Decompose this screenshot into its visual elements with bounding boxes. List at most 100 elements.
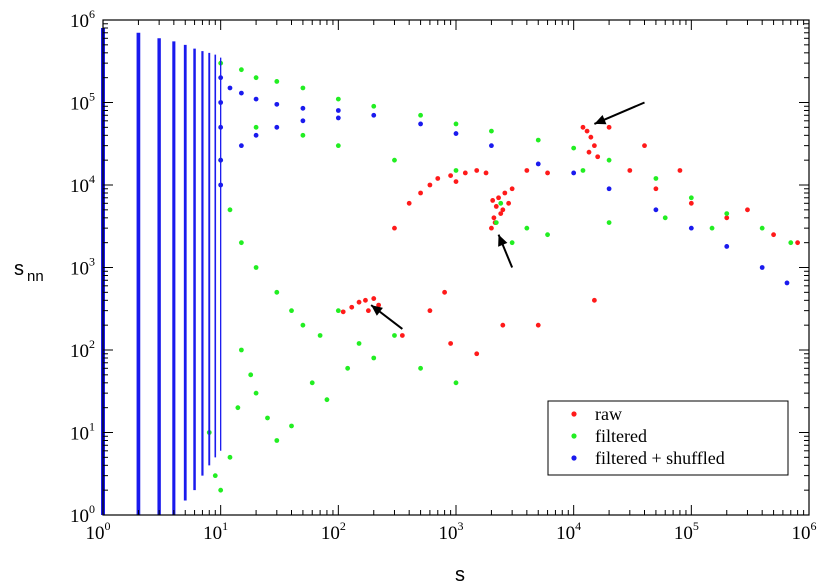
point-2-26 xyxy=(759,265,765,270)
point-1-34 xyxy=(335,143,341,149)
point-1-31 xyxy=(453,380,459,386)
point-1-27 xyxy=(356,341,362,346)
point-1-50 xyxy=(248,372,254,378)
point-1-5 xyxy=(335,96,341,102)
point-1-4 xyxy=(300,85,306,91)
point-0-36 xyxy=(627,168,633,173)
x-tick-label-3: 103 xyxy=(439,519,464,544)
legend-label-0: raw xyxy=(595,404,622,424)
point-0-22 xyxy=(586,149,592,155)
x-tick-label-1: 101 xyxy=(203,519,228,544)
point-0-16 xyxy=(500,207,506,213)
point-2-24 xyxy=(688,225,694,231)
point-0-17 xyxy=(506,200,512,206)
point-1-30 xyxy=(418,365,423,371)
point-0-28 xyxy=(483,170,489,176)
point-0-1 xyxy=(349,304,355,310)
point-1-44 xyxy=(345,365,351,371)
point-1-7 xyxy=(418,112,423,118)
y-tick-label-0: 100 xyxy=(70,502,95,527)
point-1-25 xyxy=(317,333,323,338)
x-tick-label-6: 106 xyxy=(792,519,817,544)
point-0-0 xyxy=(356,299,362,305)
point-0-23 xyxy=(595,154,601,160)
point-0-2 xyxy=(363,297,368,303)
point-2-27 xyxy=(784,280,790,286)
x-tick-label-5: 105 xyxy=(674,519,699,544)
point-0-27 xyxy=(474,168,480,173)
x-tick-label-2: 102 xyxy=(321,519,346,544)
point-1-23 xyxy=(289,308,294,314)
x-axis-label: s xyxy=(455,564,465,585)
point-0-49 xyxy=(500,322,506,328)
point-1-1 xyxy=(238,67,244,73)
point-0-50 xyxy=(399,333,405,338)
point-0-47 xyxy=(474,351,480,357)
point-1-33 xyxy=(300,132,306,138)
point-2-19 xyxy=(489,143,494,149)
point-1-2 xyxy=(253,75,259,81)
point-1-8 xyxy=(453,121,459,127)
point-1-55 xyxy=(545,232,550,238)
point-0-41 xyxy=(795,240,800,246)
point-1-15 xyxy=(724,211,730,217)
point-0-14 xyxy=(502,190,508,196)
point-0-8 xyxy=(491,215,497,221)
point-0-38 xyxy=(688,200,694,206)
point-1-29 xyxy=(392,333,397,338)
point-1-47 xyxy=(218,487,224,493)
point-2-16 xyxy=(371,112,377,118)
point-2-5 xyxy=(227,85,233,91)
point-0-21 xyxy=(591,143,597,149)
legend-marker-2 xyxy=(571,455,577,461)
point-0-12 xyxy=(498,211,504,217)
point-2-21 xyxy=(571,170,577,176)
point-0-48 xyxy=(427,308,433,314)
point-0-26 xyxy=(462,170,468,176)
point-0-15 xyxy=(509,186,515,192)
point-0-31 xyxy=(418,190,423,196)
point-1-21 xyxy=(253,265,259,270)
point-2-6 xyxy=(238,90,244,96)
point-0-18 xyxy=(580,124,586,130)
y-tick-label-4: 104 xyxy=(70,172,95,197)
point-0-29 xyxy=(427,182,433,188)
point-2-12 xyxy=(274,124,280,130)
point-0-44 xyxy=(677,168,683,173)
point-0-34 xyxy=(524,168,530,173)
legend-box xyxy=(547,400,789,476)
point-0-33 xyxy=(453,179,459,184)
point-0-7 xyxy=(489,225,494,231)
point-0-19 xyxy=(584,128,590,134)
arrow-2 xyxy=(370,304,403,330)
point-1-56 xyxy=(580,168,586,173)
point-1-53 xyxy=(509,240,515,246)
point-0-35 xyxy=(545,170,550,176)
point-1-24 xyxy=(300,322,306,328)
x-axis: 100 101 102 103 104 105 106 xyxy=(86,20,817,544)
point-1-17 xyxy=(788,240,794,246)
x-tick-label-0: 100 xyxy=(86,519,111,544)
point-1-36 xyxy=(453,168,459,173)
point-2-20 xyxy=(535,161,541,167)
point-2-14 xyxy=(335,115,341,121)
y-tick-label-6: 106 xyxy=(70,7,95,32)
point-1-32 xyxy=(253,124,259,130)
point-2-23 xyxy=(653,207,659,213)
y-tick-label-3: 103 xyxy=(70,255,95,280)
point-1-58 xyxy=(662,215,668,221)
point-0-45 xyxy=(745,207,750,213)
point-0-52 xyxy=(591,297,597,303)
point-0-4 xyxy=(376,302,382,308)
point-2-9 xyxy=(300,105,306,111)
point-2-18 xyxy=(453,131,459,136)
point-0-10 xyxy=(490,198,496,203)
arrow-0 xyxy=(593,101,645,125)
point-1-26 xyxy=(335,308,341,314)
point-0-6 xyxy=(340,309,346,315)
point-1-40 xyxy=(274,438,280,443)
point-2-13 xyxy=(300,118,306,124)
point-0-51 xyxy=(442,289,447,295)
